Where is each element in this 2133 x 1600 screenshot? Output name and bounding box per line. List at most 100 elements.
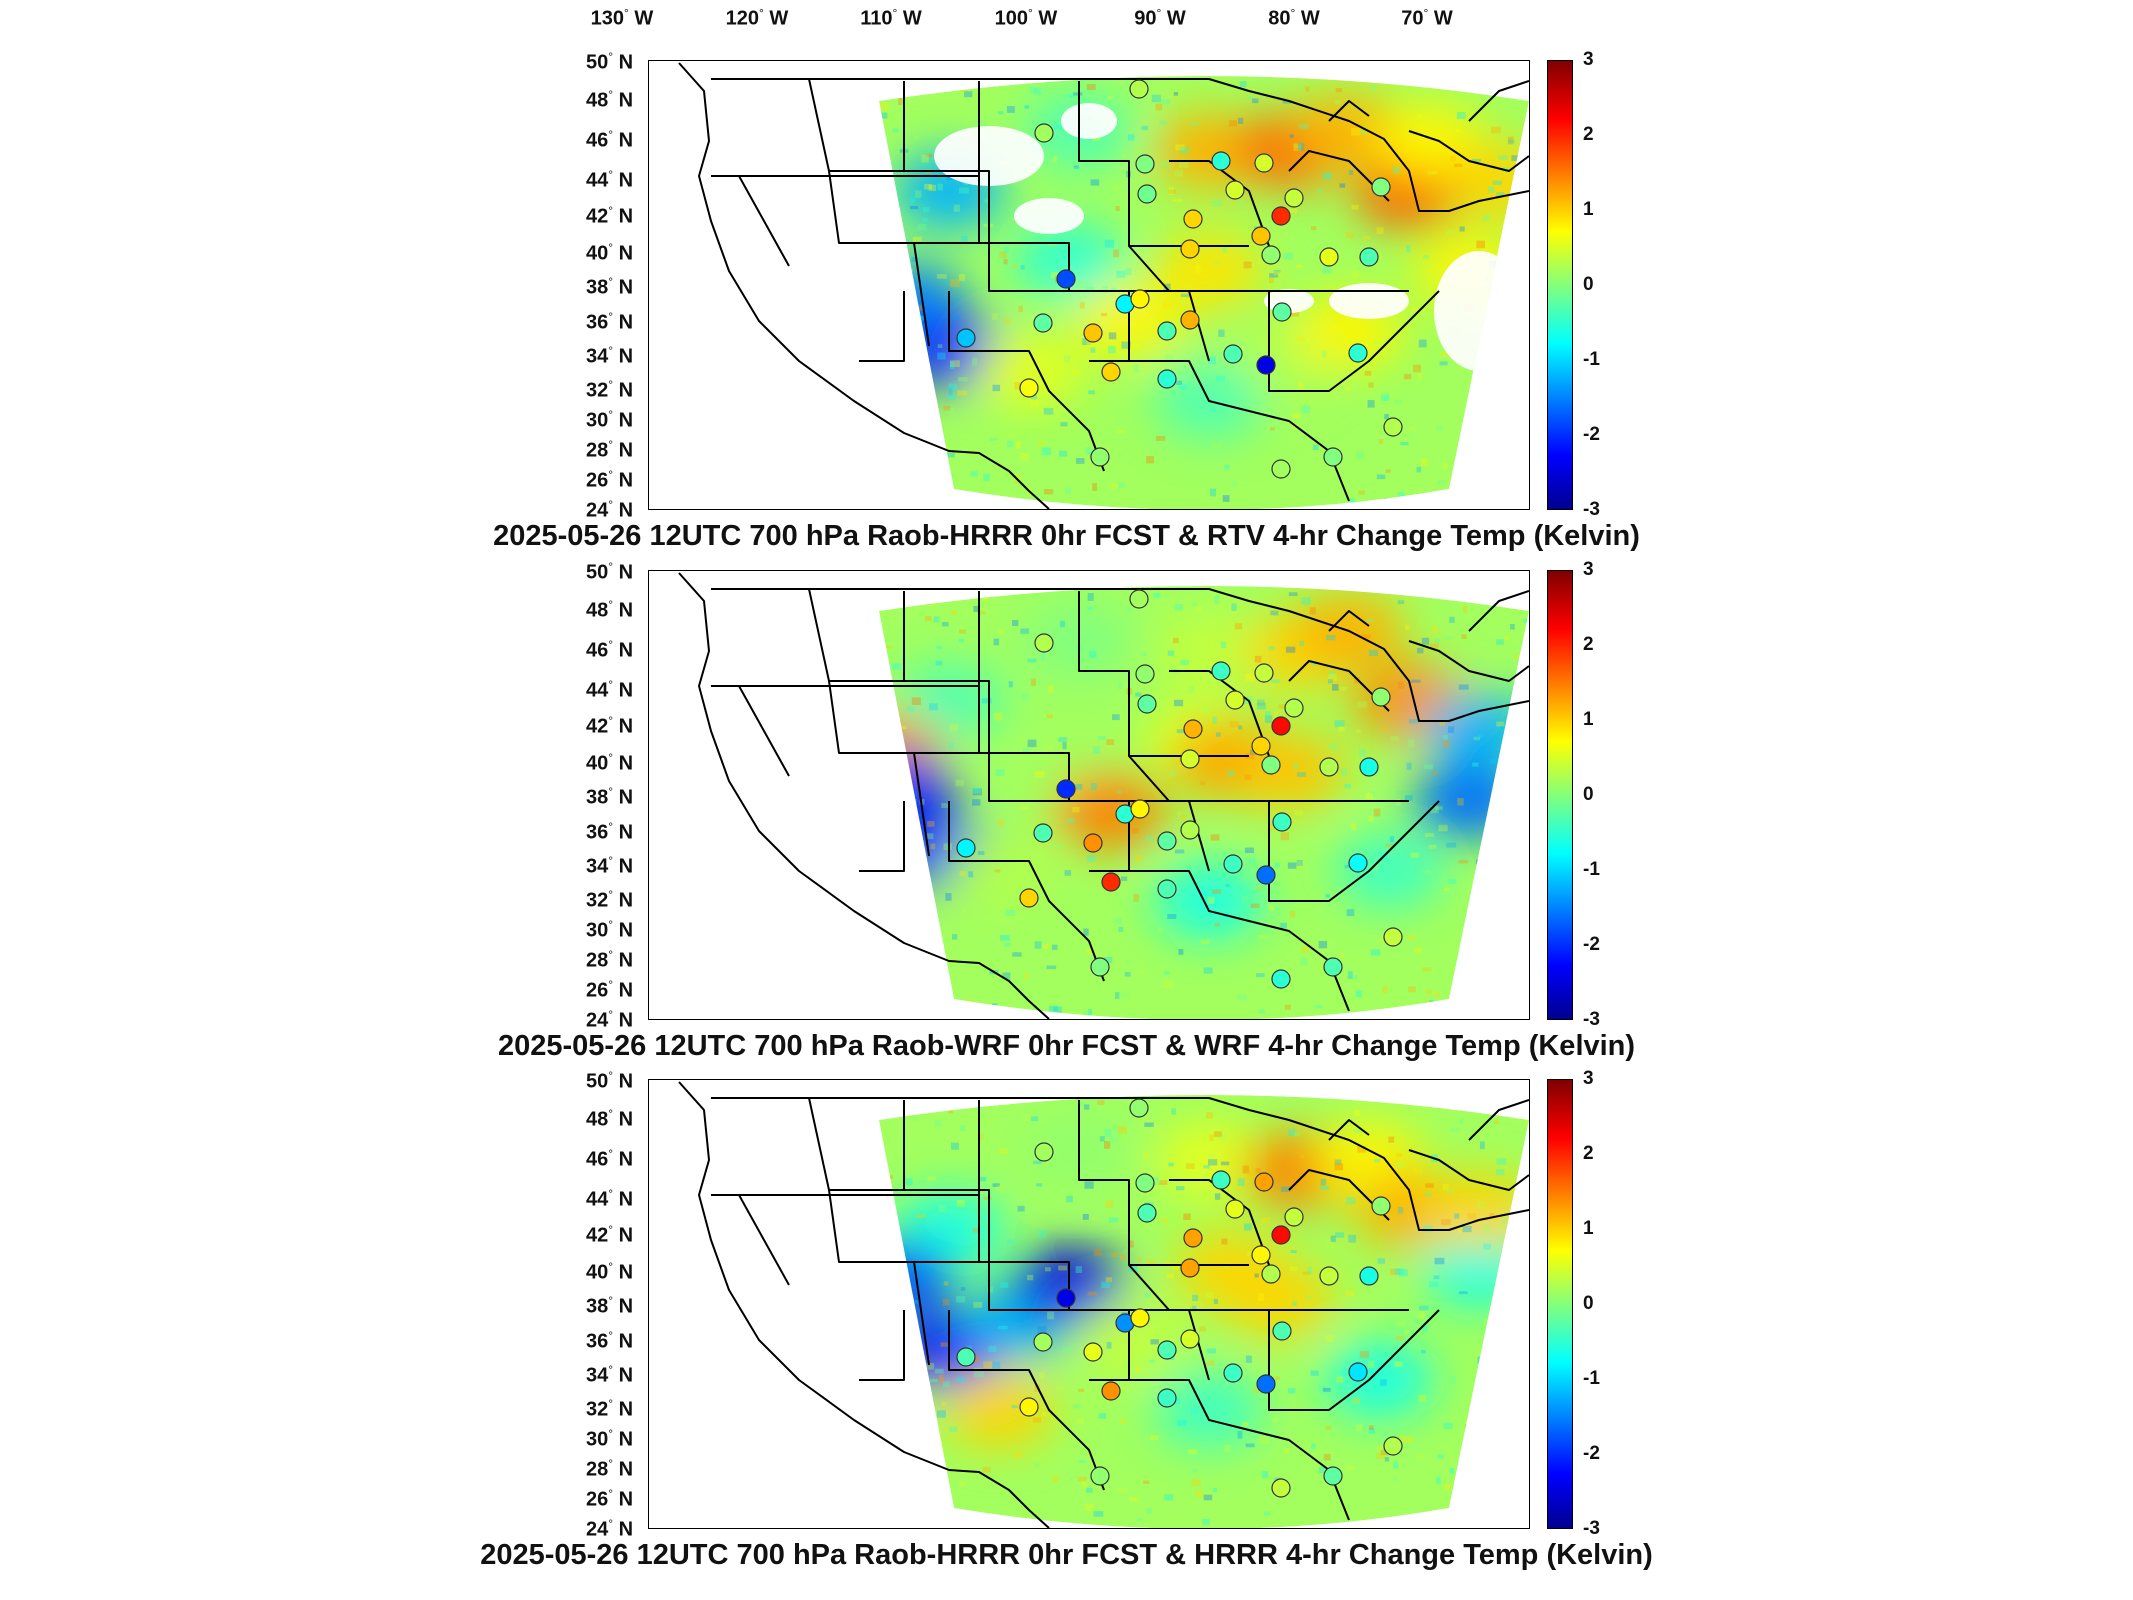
lat-label-42n: 42° N [586,203,634,228]
raob-station-marker [1383,1436,1403,1456]
lon-label-90w: 90° W [1134,6,1186,30]
lat-label-28n: 28° N [586,1456,634,1481]
raob-station-marker [1090,447,1110,467]
raob-station-marker [1223,1363,1243,1383]
raob-station-marker [1348,1362,1368,1382]
raob-station-marker [1251,226,1271,246]
raob-station-marker [1319,757,1339,777]
raob-station-marker [1319,247,1339,267]
lon-label-110w: 110° W [860,6,922,30]
colorbar-tick-label: 0 [1583,274,1594,295]
raob-station-marker [956,328,976,348]
raob-station-marker [1348,853,1368,873]
raob-station-marker [1256,355,1276,375]
lat-label-46n: 46° N [586,637,634,662]
raob-station-marker [1180,1329,1200,1349]
raob-station-marker [1019,888,1039,908]
lat-label-26n: 26° N [586,467,634,492]
raob-station-marker [1157,879,1177,899]
raob-station-marker [1323,957,1343,977]
raob-station-marker [1223,854,1243,874]
raob-station-marker [1157,369,1177,389]
temperature-map [678,1081,1529,1528]
raob-station-marker [1183,209,1203,229]
raob-station-marker [1271,716,1291,736]
raob-station-marker [1284,188,1304,208]
colorbar-tick-label: 1 [1583,1218,1594,1239]
panel-title: 2025-05-26 12UTC 700 hPa Raob-WRF 0hr FC… [497,1030,1636,1062]
raob-station-marker [1083,323,1103,343]
raob-stations [956,1098,1403,1498]
lat-label-30n: 30° N [586,917,634,942]
raob-station-marker [1137,1203,1157,1223]
raob-station-marker [1180,749,1200,769]
lat-label-24n: 24° N [586,497,634,522]
raob-station-marker [1272,302,1292,322]
raob-station-marker [1271,1225,1291,1245]
raob-station-marker [1019,378,1039,398]
lat-label-34n: 34° N [586,343,634,368]
lon-label-130w: 130° W [590,6,654,30]
lat-label-34n: 34° N [586,853,634,878]
raob-station-marker [1137,184,1157,204]
raob-station-marker [1254,1172,1274,1192]
longitude-labels: 130° W 120° W 110° W 100° W 90° W 80° W … [0,0,2133,40]
colorbar-tick-label: 2 [1583,634,1594,655]
raob-station-marker [1225,1199,1245,1219]
raob-station-marker [1272,1321,1292,1341]
lat-label-28n: 28° N [586,947,634,972]
lat-label-32n: 32° N [586,377,634,402]
raob-station-marker [1083,1342,1103,1362]
lat-label-42n: 42° N [586,1222,634,1247]
panel-title: 2025-05-26 12UTC 700 hPa Raob-HRRR 0hr F… [480,1539,1653,1571]
lat-label-44n: 44° N [586,1186,634,1211]
raob-station-marker [1284,1207,1304,1227]
raob-station-marker [1359,247,1379,267]
lat-label-38n: 38° N [586,784,634,809]
raob-station-marker [1034,123,1054,143]
colorbar-tick-label: -3 [1583,499,1600,520]
colorbar-tick-label: -2 [1583,424,1600,445]
colorbar-tick-label: 3 [1583,1068,1594,1089]
raob-station-marker [1371,177,1391,197]
raob-station-marker [1359,1266,1379,1286]
raob-station-marker [1157,321,1177,341]
raob-station-marker [1254,663,1274,683]
lat-label-24n: 24° N [586,1007,634,1032]
raob-station-marker [1033,823,1053,843]
colorbar-tick-label: 3 [1583,49,1594,70]
lat-label-32n: 32° N [586,887,634,912]
raob-station-marker [1090,957,1110,977]
lat-label-36n: 36° N [586,819,634,844]
lat-label-30n: 30° N [586,407,634,432]
colorbar-tick-label: 1 [1583,709,1594,730]
map-plot-area [648,1079,1530,1529]
lat-label-24n: 24° N [586,1516,634,1541]
lat-label-50n: 50° N [586,559,634,584]
raob-station-marker [1256,1374,1276,1394]
raob-station-marker [1157,1388,1177,1408]
colorbar-tick-label: 2 [1583,1143,1594,1164]
lat-label-48n: 48° N [586,597,634,622]
raob-station-marker [1135,664,1155,684]
lat-label-28n: 28° N [586,437,634,462]
map-plot-area [648,570,1530,1020]
raob-station-marker [1129,79,1149,99]
raob-station-marker [1083,833,1103,853]
raob-station-marker [1129,1098,1149,1118]
raob-station-marker [1371,1196,1391,1216]
raob-station-marker [1090,1466,1110,1486]
raob-station-marker [1033,313,1053,333]
colorbar-tick-label: 0 [1583,1293,1594,1314]
raob-station-marker [1033,1332,1053,1352]
lat-label-50n: 50° N [586,1068,634,1093]
lat-label-40n: 40° N [586,1259,634,1284]
lat-label-44n: 44° N [586,677,634,702]
raob-station-marker [1129,589,1149,609]
raob-station-marker [1251,1245,1271,1265]
temperature-map [678,62,1529,509]
colorbar-tick-label: -1 [1583,1368,1600,1389]
raob-station-marker [1135,1173,1155,1193]
lat-label-50n: 50° N [586,49,634,74]
raob-station-marker [1137,694,1157,714]
